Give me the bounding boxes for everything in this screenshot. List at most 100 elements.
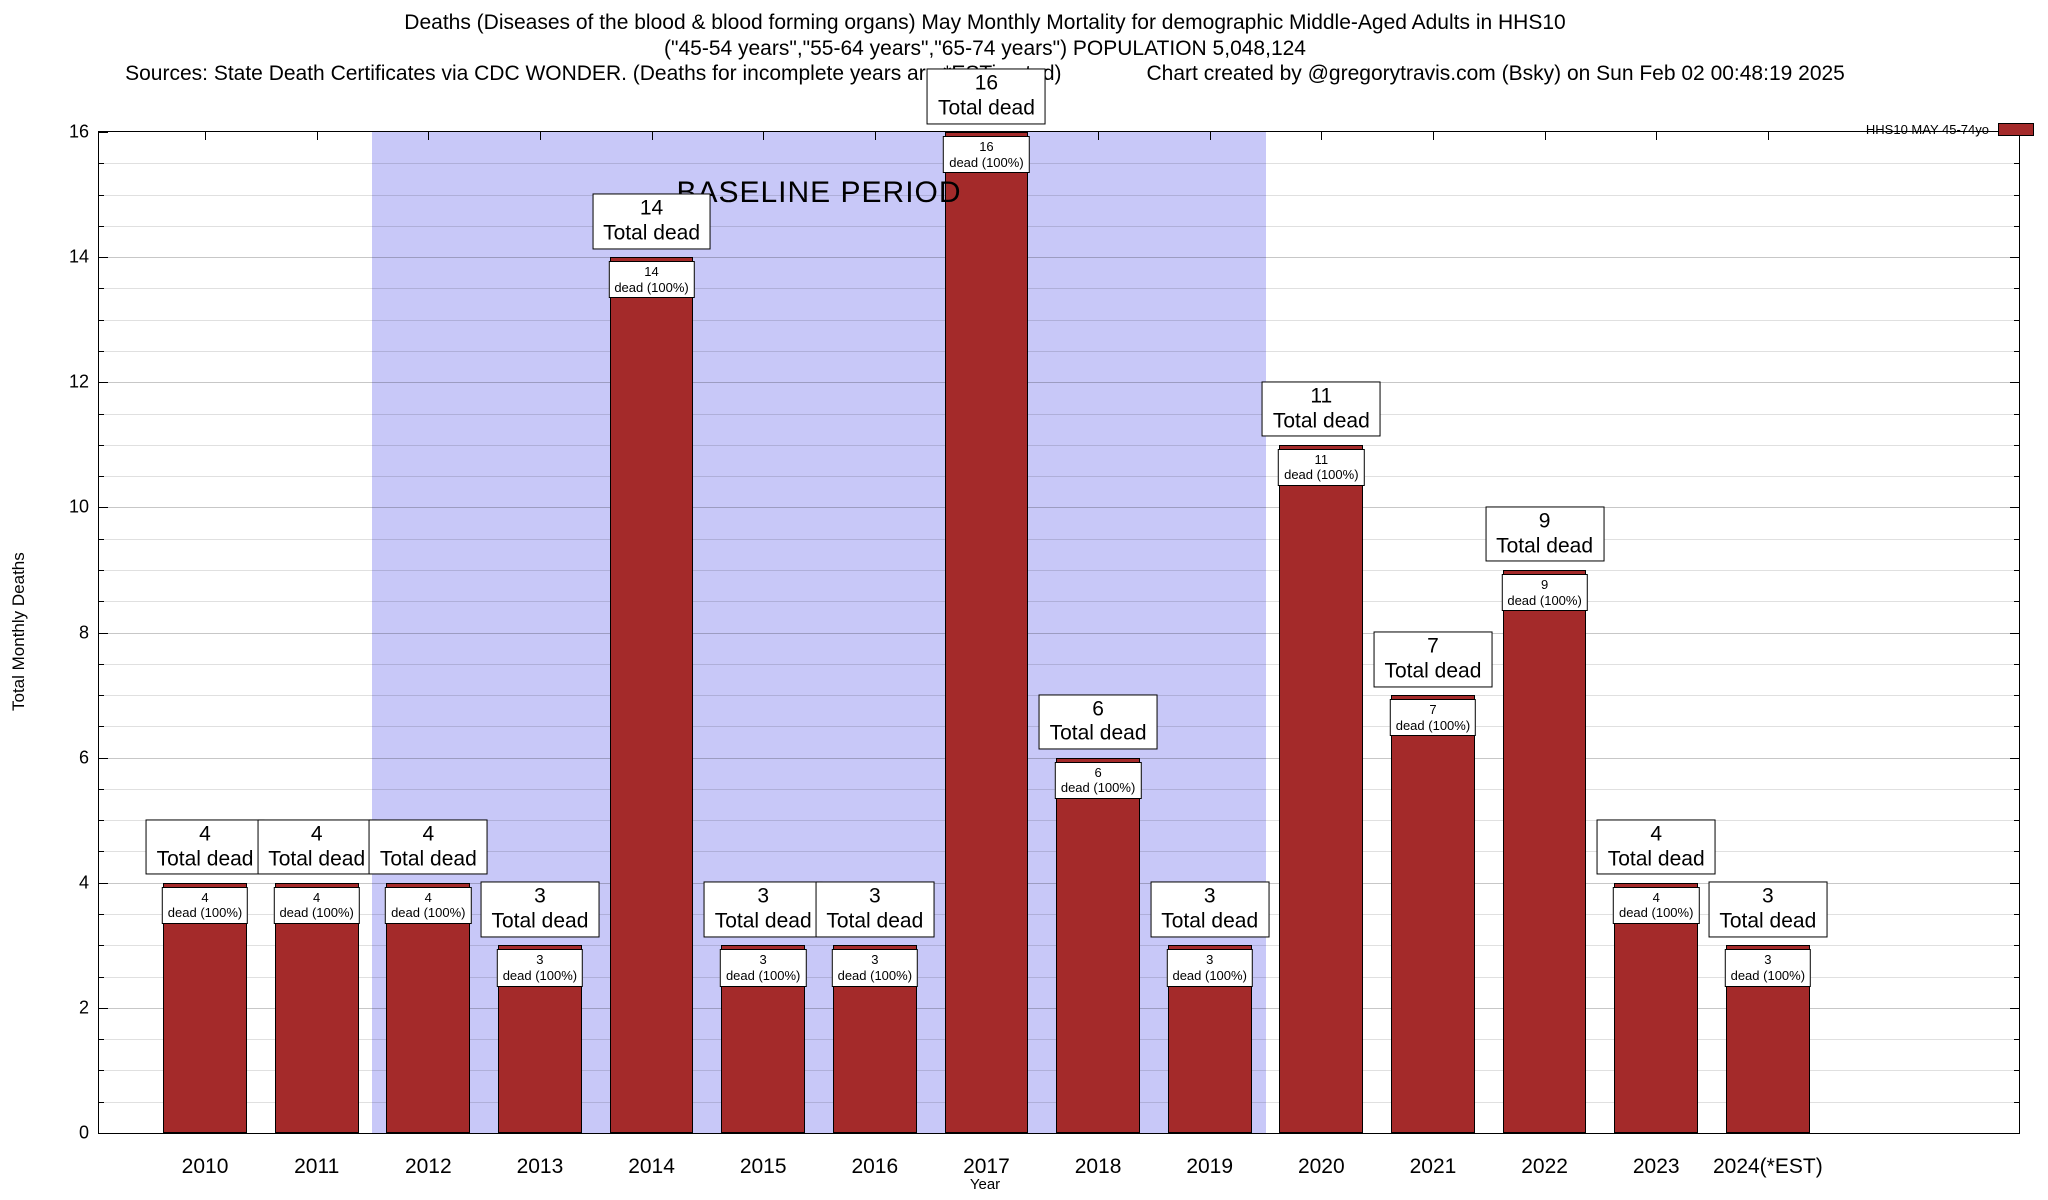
inner-dead-value: 3 [1764,952,1772,968]
x-tick-label: 2015 [739,1155,787,1178]
y-tick-label: 14 [68,246,89,267]
total-dead-value: 3 [1203,884,1216,908]
inner-dead-value: 4 [1652,889,1660,905]
bar [609,257,694,1133]
gridline [99,163,2019,165]
y-tick-label: 16 [68,121,89,142]
inner-dead-text: dead (100%) [725,967,801,983]
inner-dead-text: dead (100%) [1507,592,1582,608]
gridline [99,663,2019,665]
y-axis-tick [99,695,104,697]
y-axis-tick [2014,695,2019,697]
inner-dead-value: 3 [536,952,544,968]
x-axis-tick [1656,132,1658,140]
bar-inner-label: 3 dead (100%) [1166,949,1253,987]
bar [163,882,247,1133]
y-tick-label: 4 [78,872,89,893]
y-axis-tick [2010,1133,2019,1134]
total-dead-value: 3 [868,884,881,908]
credit-text: Chart created by @gregorytravis.com (Bsk… [1146,62,1845,86]
y-axis-tick [2010,507,2019,509]
bar-total-label: 4 Total dead [368,819,488,875]
y-axis-tick [2014,788,2019,790]
total-dead-value: 11 [1310,384,1333,408]
y-axis-tick [99,132,108,133]
total-dead-value: 4 [1650,822,1663,846]
x-tick-label: 2017 [963,1155,1010,1178]
y-axis-tick [2014,851,2019,853]
y-axis-tick [2014,413,2019,415]
bar [274,882,359,1133]
y-axis-tick [99,1070,104,1072]
y-axis-tick [99,882,108,884]
x-tick-label: 2024(*EST) [1712,1155,1823,1178]
x-axis-tick [1098,132,1100,140]
y-axis-tick [99,914,104,916]
sources-line: Sources: State Death Certificates via CD… [0,61,1970,87]
inner-dead-text: dead (100%) [1730,967,1806,983]
y-axis-tick [2010,1007,2019,1009]
bar [386,882,471,1133]
inner-dead-value: 4 [424,889,432,905]
y-axis-tick [99,257,108,259]
x-tick-label: 2010 [181,1155,229,1178]
bar-total-label: 16 Total dead [926,68,1046,124]
bar-inner-label: 4 dead (100%) [273,886,360,924]
gridline [99,225,2019,227]
y-axis-tick [99,945,104,947]
inner-dead-text: dead (100%) [502,967,578,983]
x-axis-title: Year [969,1176,1001,1193]
total-dead-value: 9 [1538,509,1551,533]
total-dead-value: 3 [534,884,546,908]
plot-area: 0 2 4 6 8 10 12 14 16 2010 2011 2012 2013 2014 2015 201… [69,68,2020,1178]
y-axis-tick [2014,976,2019,978]
y-axis-tick [99,976,104,978]
inner-dead-value: 9 [1540,576,1549,592]
y-tick-label: 6 [78,747,89,768]
bar-total-label: 4 Total dead [257,819,377,875]
y-axis-tick [99,507,108,509]
inner-dead-text: dead (100%) [391,905,466,921]
bar-total-label: 9 Total dead [1485,506,1605,562]
total-dead-value: 3 [1761,884,1774,908]
x-axis-tick [1767,132,1769,140]
x-axis-tick [874,132,876,140]
gridline [99,507,2019,509]
x-tick-label: 2016 [851,1155,899,1178]
bar [1391,695,1475,1133]
y-axis-tick [2014,1101,2019,1103]
legend-swatch [1998,123,2034,136]
bar [1614,882,1699,1133]
gridline [99,319,2019,321]
bar-inner-label: 4 dead (100%) [385,886,472,924]
y-axis-tick [2014,663,2019,665]
y-axis-tick [2014,820,2019,822]
x-tick-label: 2023 [1632,1155,1680,1178]
total-dead-text: Total dead [1607,846,1705,870]
total-dead-text: Total dead [1049,721,1147,745]
bar-inner-label: 4 dead (100%) [161,886,249,924]
bar-total-label: 11 Total dead [1261,381,1381,437]
y-axis-tick [2014,945,2019,947]
gridline [99,257,2019,259]
y-axis-tick [2010,882,2019,884]
bar-inner-label: 3 dead (100%) [831,949,919,987]
y-axis-tick [2014,569,2019,571]
total-dead-text: Total dead [1719,909,1817,933]
bar [944,132,1029,1133]
bar [1279,444,1364,1133]
bar-inner-label: 3 dead (100%) [719,949,807,987]
inner-dead-value: 11 [1314,451,1329,467]
y-axis-tick [99,1133,108,1134]
y-axis-tick [99,601,104,603]
title-block: Deaths (Diseases of the blood & blood fo… [0,10,1970,87]
total-dead-text: Total dead [379,846,477,870]
gridline [99,194,2019,196]
gridline [99,569,2019,571]
y-axis-tick [99,225,104,227]
x-tick-label: 2012 [404,1155,452,1178]
x-axis-tick [651,132,653,140]
bar-total-label: 6 Total dead [1038,694,1158,750]
y-axis-tick [2014,538,2019,540]
x-axis-tick [205,132,207,140]
